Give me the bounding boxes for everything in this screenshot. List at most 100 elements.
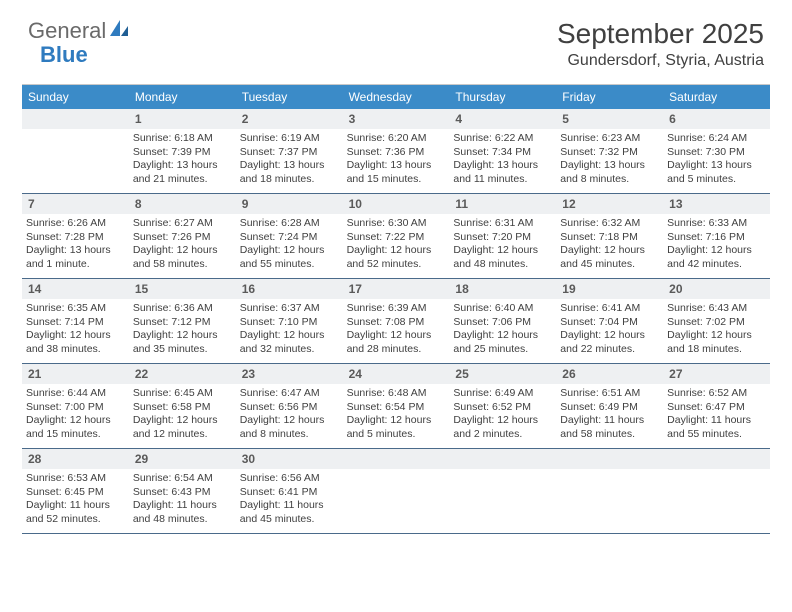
daylight-line2: and 25 minutes. (453, 343, 552, 357)
daylight-line2: and 48 minutes. (453, 258, 552, 272)
daylight-line2: and 55 minutes. (240, 258, 339, 272)
day-cell: 13Sunrise: 6:33 AMSunset: 7:16 PMDayligh… (663, 194, 770, 278)
daylight-line2: and 2 minutes. (453, 428, 552, 442)
sunset-text: Sunset: 6:45 PM (26, 486, 125, 500)
day-info: Sunrise: 6:20 AMSunset: 7:36 PMDaylight:… (343, 129, 450, 191)
daylight-line2: and 15 minutes. (26, 428, 125, 442)
week-row: 21Sunrise: 6:44 AMSunset: 7:00 PMDayligh… (22, 364, 770, 449)
daylight-line1: Daylight: 13 hours (453, 159, 552, 173)
daylight-line2: and 45 minutes. (240, 513, 339, 527)
sunrise-text: Sunrise: 6:56 AM (240, 472, 339, 486)
daylight-line1: Daylight: 11 hours (133, 499, 232, 513)
day-info: Sunrise: 6:47 AMSunset: 6:56 PMDaylight:… (236, 384, 343, 446)
day-cell: 30Sunrise: 6:56 AMSunset: 6:41 PMDayligh… (236, 449, 343, 533)
day-info: Sunrise: 6:24 AMSunset: 7:30 PMDaylight:… (663, 129, 770, 191)
day-cell: 10Sunrise: 6:30 AMSunset: 7:22 PMDayligh… (343, 194, 450, 278)
sunset-text: Sunset: 6:43 PM (133, 486, 232, 500)
daylight-line2: and 45 minutes. (560, 258, 659, 272)
day-info: Sunrise: 6:43 AMSunset: 7:02 PMDaylight:… (663, 299, 770, 361)
daylight-line2: and 32 minutes. (240, 343, 339, 357)
day-info: Sunrise: 6:35 AMSunset: 7:14 PMDaylight:… (22, 299, 129, 361)
sunset-text: Sunset: 7:10 PM (240, 316, 339, 330)
day-cell (22, 109, 129, 193)
daylight-line2: and 48 minutes. (133, 513, 232, 527)
day-info: Sunrise: 6:27 AMSunset: 7:26 PMDaylight:… (129, 214, 236, 276)
sunset-text: Sunset: 6:47 PM (667, 401, 766, 415)
day-cell: 29Sunrise: 6:54 AMSunset: 6:43 PMDayligh… (129, 449, 236, 533)
day-cell: 24Sunrise: 6:48 AMSunset: 6:54 PMDayligh… (343, 364, 450, 448)
daylight-line2: and 42 minutes. (667, 258, 766, 272)
day-number: 14 (22, 279, 129, 299)
day-info: Sunrise: 6:49 AMSunset: 6:52 PMDaylight:… (449, 384, 556, 446)
daylight-line1: Daylight: 11 hours (667, 414, 766, 428)
day-cell: 20Sunrise: 6:43 AMSunset: 7:02 PMDayligh… (663, 279, 770, 363)
day-cell: 19Sunrise: 6:41 AMSunset: 7:04 PMDayligh… (556, 279, 663, 363)
daylight-line1: Daylight: 11 hours (560, 414, 659, 428)
day-number: 8 (129, 194, 236, 214)
day-number: 20 (663, 279, 770, 299)
daylight-line1: Daylight: 12 hours (453, 414, 552, 428)
day-cell: 1Sunrise: 6:18 AMSunset: 7:39 PMDaylight… (129, 109, 236, 193)
day-cell: 28Sunrise: 6:53 AMSunset: 6:45 PMDayligh… (22, 449, 129, 533)
daylight-line1: Daylight: 12 hours (667, 244, 766, 258)
day-info: Sunrise: 6:39 AMSunset: 7:08 PMDaylight:… (343, 299, 450, 361)
sunrise-text: Sunrise: 6:31 AM (453, 217, 552, 231)
day-info: Sunrise: 6:32 AMSunset: 7:18 PMDaylight:… (556, 214, 663, 276)
day-info: Sunrise: 6:54 AMSunset: 6:43 PMDaylight:… (129, 469, 236, 531)
sunset-text: Sunset: 7:37 PM (240, 146, 339, 160)
sunset-text: Sunset: 6:54 PM (347, 401, 446, 415)
day-number: 17 (343, 279, 450, 299)
month-title: September 2025 (557, 18, 764, 50)
daylight-line2: and 55 minutes. (667, 428, 766, 442)
day-number: 9 (236, 194, 343, 214)
sunset-text: Sunset: 7:00 PM (26, 401, 125, 415)
day-cell: 2Sunrise: 6:19 AMSunset: 7:37 PMDaylight… (236, 109, 343, 193)
day-number: 10 (343, 194, 450, 214)
day-number: 12 (556, 194, 663, 214)
day-number: 11 (449, 194, 556, 214)
day-info: Sunrise: 6:44 AMSunset: 7:00 PMDaylight:… (22, 384, 129, 446)
daylight-line1: Daylight: 13 hours (240, 159, 339, 173)
daylight-line1: Daylight: 12 hours (347, 329, 446, 343)
day-info: Sunrise: 6:30 AMSunset: 7:22 PMDaylight:… (343, 214, 450, 276)
sunrise-text: Sunrise: 6:47 AM (240, 387, 339, 401)
sunrise-text: Sunrise: 6:49 AM (453, 387, 552, 401)
daylight-line2: and 18 minutes. (240, 173, 339, 187)
sunset-text: Sunset: 7:14 PM (26, 316, 125, 330)
daylight-line1: Daylight: 13 hours (133, 159, 232, 173)
day-cell: 17Sunrise: 6:39 AMSunset: 7:08 PMDayligh… (343, 279, 450, 363)
day-info: Sunrise: 6:37 AMSunset: 7:10 PMDaylight:… (236, 299, 343, 361)
day-number: 16 (236, 279, 343, 299)
daylight-line1: Daylight: 11 hours (26, 499, 125, 513)
sunset-text: Sunset: 7:12 PM (133, 316, 232, 330)
day-info: Sunrise: 6:22 AMSunset: 7:34 PMDaylight:… (449, 129, 556, 191)
sunrise-text: Sunrise: 6:43 AM (667, 302, 766, 316)
day-number: 29 (129, 449, 236, 469)
daylight-line2: and 11 minutes. (453, 173, 552, 187)
day-number: 22 (129, 364, 236, 384)
daylight-line2: and 5 minutes. (667, 173, 766, 187)
day-cell: 12Sunrise: 6:32 AMSunset: 7:18 PMDayligh… (556, 194, 663, 278)
sunrise-text: Sunrise: 6:26 AM (26, 217, 125, 231)
day-cell: 5Sunrise: 6:23 AMSunset: 7:32 PMDaylight… (556, 109, 663, 193)
day-number (663, 449, 770, 469)
daylight-line1: Daylight: 12 hours (560, 329, 659, 343)
day-info: Sunrise: 6:31 AMSunset: 7:20 PMDaylight:… (449, 214, 556, 276)
calendar: Sunday Monday Tuesday Wednesday Thursday… (22, 84, 770, 534)
sunrise-text: Sunrise: 6:53 AM (26, 472, 125, 486)
daylight-line1: Daylight: 13 hours (667, 159, 766, 173)
sail-icon (108, 18, 130, 44)
daylight-line2: and 8 minutes. (240, 428, 339, 442)
daylight-line1: Daylight: 12 hours (240, 414, 339, 428)
daylight-line1: Daylight: 12 hours (133, 414, 232, 428)
sunset-text: Sunset: 7:36 PM (347, 146, 446, 160)
day-cell: 26Sunrise: 6:51 AMSunset: 6:49 PMDayligh… (556, 364, 663, 448)
day-cell: 25Sunrise: 6:49 AMSunset: 6:52 PMDayligh… (449, 364, 556, 448)
sunset-text: Sunset: 7:30 PM (667, 146, 766, 160)
day-info: Sunrise: 6:51 AMSunset: 6:49 PMDaylight:… (556, 384, 663, 446)
sunrise-text: Sunrise: 6:36 AM (133, 302, 232, 316)
daylight-line2: and 12 minutes. (133, 428, 232, 442)
day-info: Sunrise: 6:28 AMSunset: 7:24 PMDaylight:… (236, 214, 343, 276)
day-cell: 27Sunrise: 6:52 AMSunset: 6:47 PMDayligh… (663, 364, 770, 448)
day-info: Sunrise: 6:45 AMSunset: 6:58 PMDaylight:… (129, 384, 236, 446)
